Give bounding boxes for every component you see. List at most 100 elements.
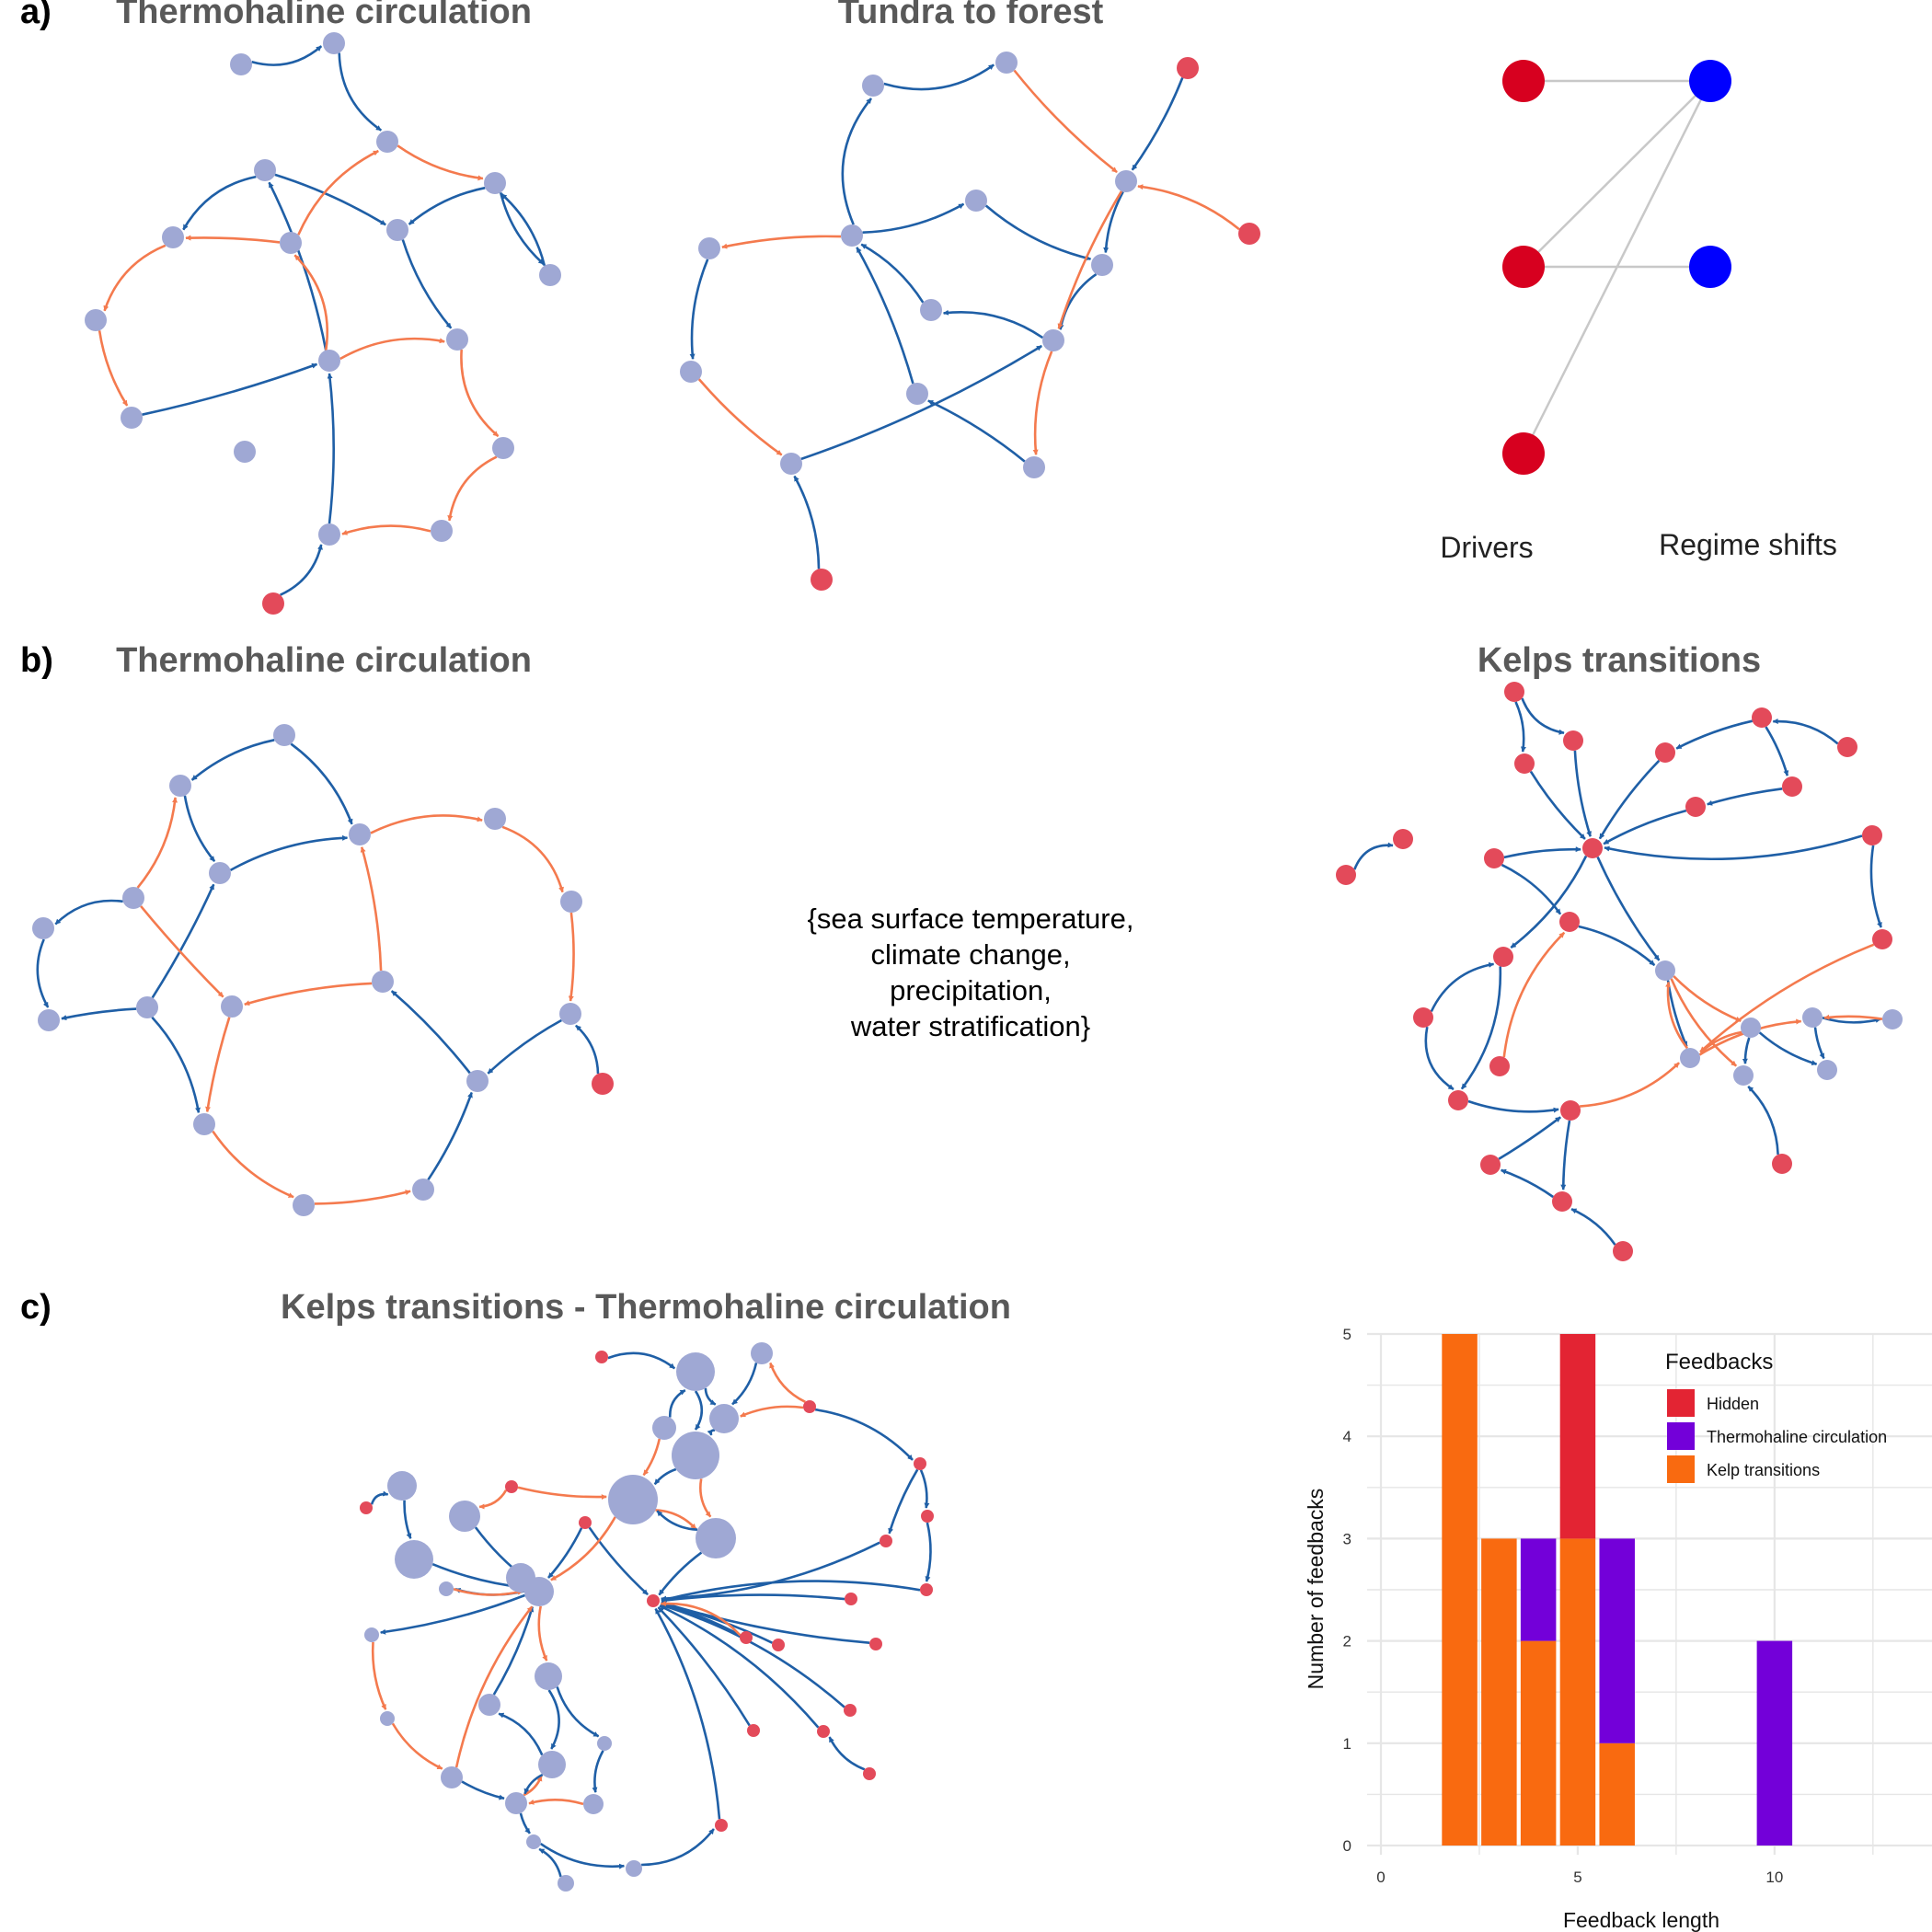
positive-link [1573,750,1592,837]
driver-node [1862,825,1882,845]
variable-node [560,891,582,913]
positive-link [1514,701,1526,753]
driver-node [1872,929,1892,949]
negative-link [740,1405,804,1418]
shared-driver-line: {sea surface temperature, [808,903,1134,935]
positive-link [1498,1116,1561,1160]
positive-link [403,1500,412,1539]
positive-link [815,1408,914,1461]
positive-link [183,795,216,863]
bar-segment [1599,1538,1635,1743]
positive-link [659,1604,820,1729]
bar-segment [1756,1640,1793,1846]
variable-node [169,775,191,797]
positive-link [280,544,323,596]
variable-node [505,1792,527,1814]
chart-legend: Feedbacks Hidden Thermohaline circulation… [1665,1350,1887,1483]
variable-node [696,1518,736,1558]
edges [689,63,1240,569]
positive-link [1675,719,1753,750]
variable-node [364,1627,379,1642]
positive-link [274,173,386,226]
positive-link [380,1593,525,1635]
variable-node [1817,1060,1837,1080]
variable-node [1115,170,1137,192]
variable-node [273,724,295,746]
driver-node [1489,1056,1510,1076]
negative-link [1699,943,1875,1053]
driver-node [920,1583,933,1596]
panel-c-letter: c) [20,1288,52,1327]
positive-link [1598,759,1661,840]
positive-link [1772,718,1839,745]
positive-link [1131,77,1184,171]
positive-link [984,204,1092,261]
negative-link [478,1489,508,1510]
variable-node [121,407,143,429]
variable-node [538,1751,566,1778]
panel-b-title-thermohaline: Thermohaline circulation [116,641,532,680]
variable-node [318,523,340,546]
variable-node [535,1662,562,1690]
driver-node [1655,742,1675,763]
driver-node [595,1351,608,1363]
variable-node [906,383,928,405]
positive-link [547,1689,560,1750]
driver-node [1685,797,1706,817]
driver-node [1559,912,1580,932]
driver-node [715,1819,728,1832]
positive-link [919,1469,930,1509]
variable-node [608,1475,658,1524]
positive-link [661,1593,845,1604]
driver-node [803,1400,816,1413]
nodes [1336,682,1903,1261]
negative-link [1580,1062,1680,1108]
positive-link [1501,863,1562,915]
positive-link [828,1736,866,1771]
y-tick-label: 3 [1343,1530,1351,1547]
nodes [32,724,614,1216]
negative-link [98,330,129,407]
negative-link [568,912,575,1002]
y-tick-label: 4 [1343,1428,1351,1445]
bar-segment [1520,1640,1557,1846]
positive-link [268,181,328,351]
negative-link [103,244,167,312]
variable-node [672,1432,719,1479]
variable-node [38,1009,60,1031]
negative-link [314,1190,411,1205]
driver-node [1177,57,1199,79]
positive-link [151,883,215,999]
positive-link [401,239,453,329]
positive-link [731,1363,758,1406]
negative-link [460,349,500,438]
variable-node [1655,960,1675,981]
variable-node [32,917,54,939]
driver-node [811,569,833,591]
negative-link [1137,184,1240,231]
driver-node [1502,246,1545,288]
y-tick-label: 1 [1343,1735,1351,1753]
positive-link [1501,1168,1554,1199]
positive-link [251,45,323,66]
network-combined [360,1342,934,1892]
positive-link [461,1780,505,1800]
positive-link [793,475,821,569]
panel-a-letter: a) [20,0,52,31]
driver-node [1782,776,1802,797]
negative-link [642,1438,661,1477]
edges [98,45,546,596]
driver-node [647,1594,660,1607]
negative-link [1823,1014,1883,1020]
driver-node [845,1593,857,1605]
driver-node [579,1516,592,1529]
positive-link [499,191,545,265]
nodes [680,52,1260,591]
positive-link [607,1351,676,1370]
x-tick-label: 5 [1573,1869,1581,1886]
edges [36,739,600,1205]
variable-node [626,1860,642,1877]
positive-link [856,247,914,385]
chart-ticks: 0 1 2 3 4 5 0 5 10 [1343,1326,1784,1886]
